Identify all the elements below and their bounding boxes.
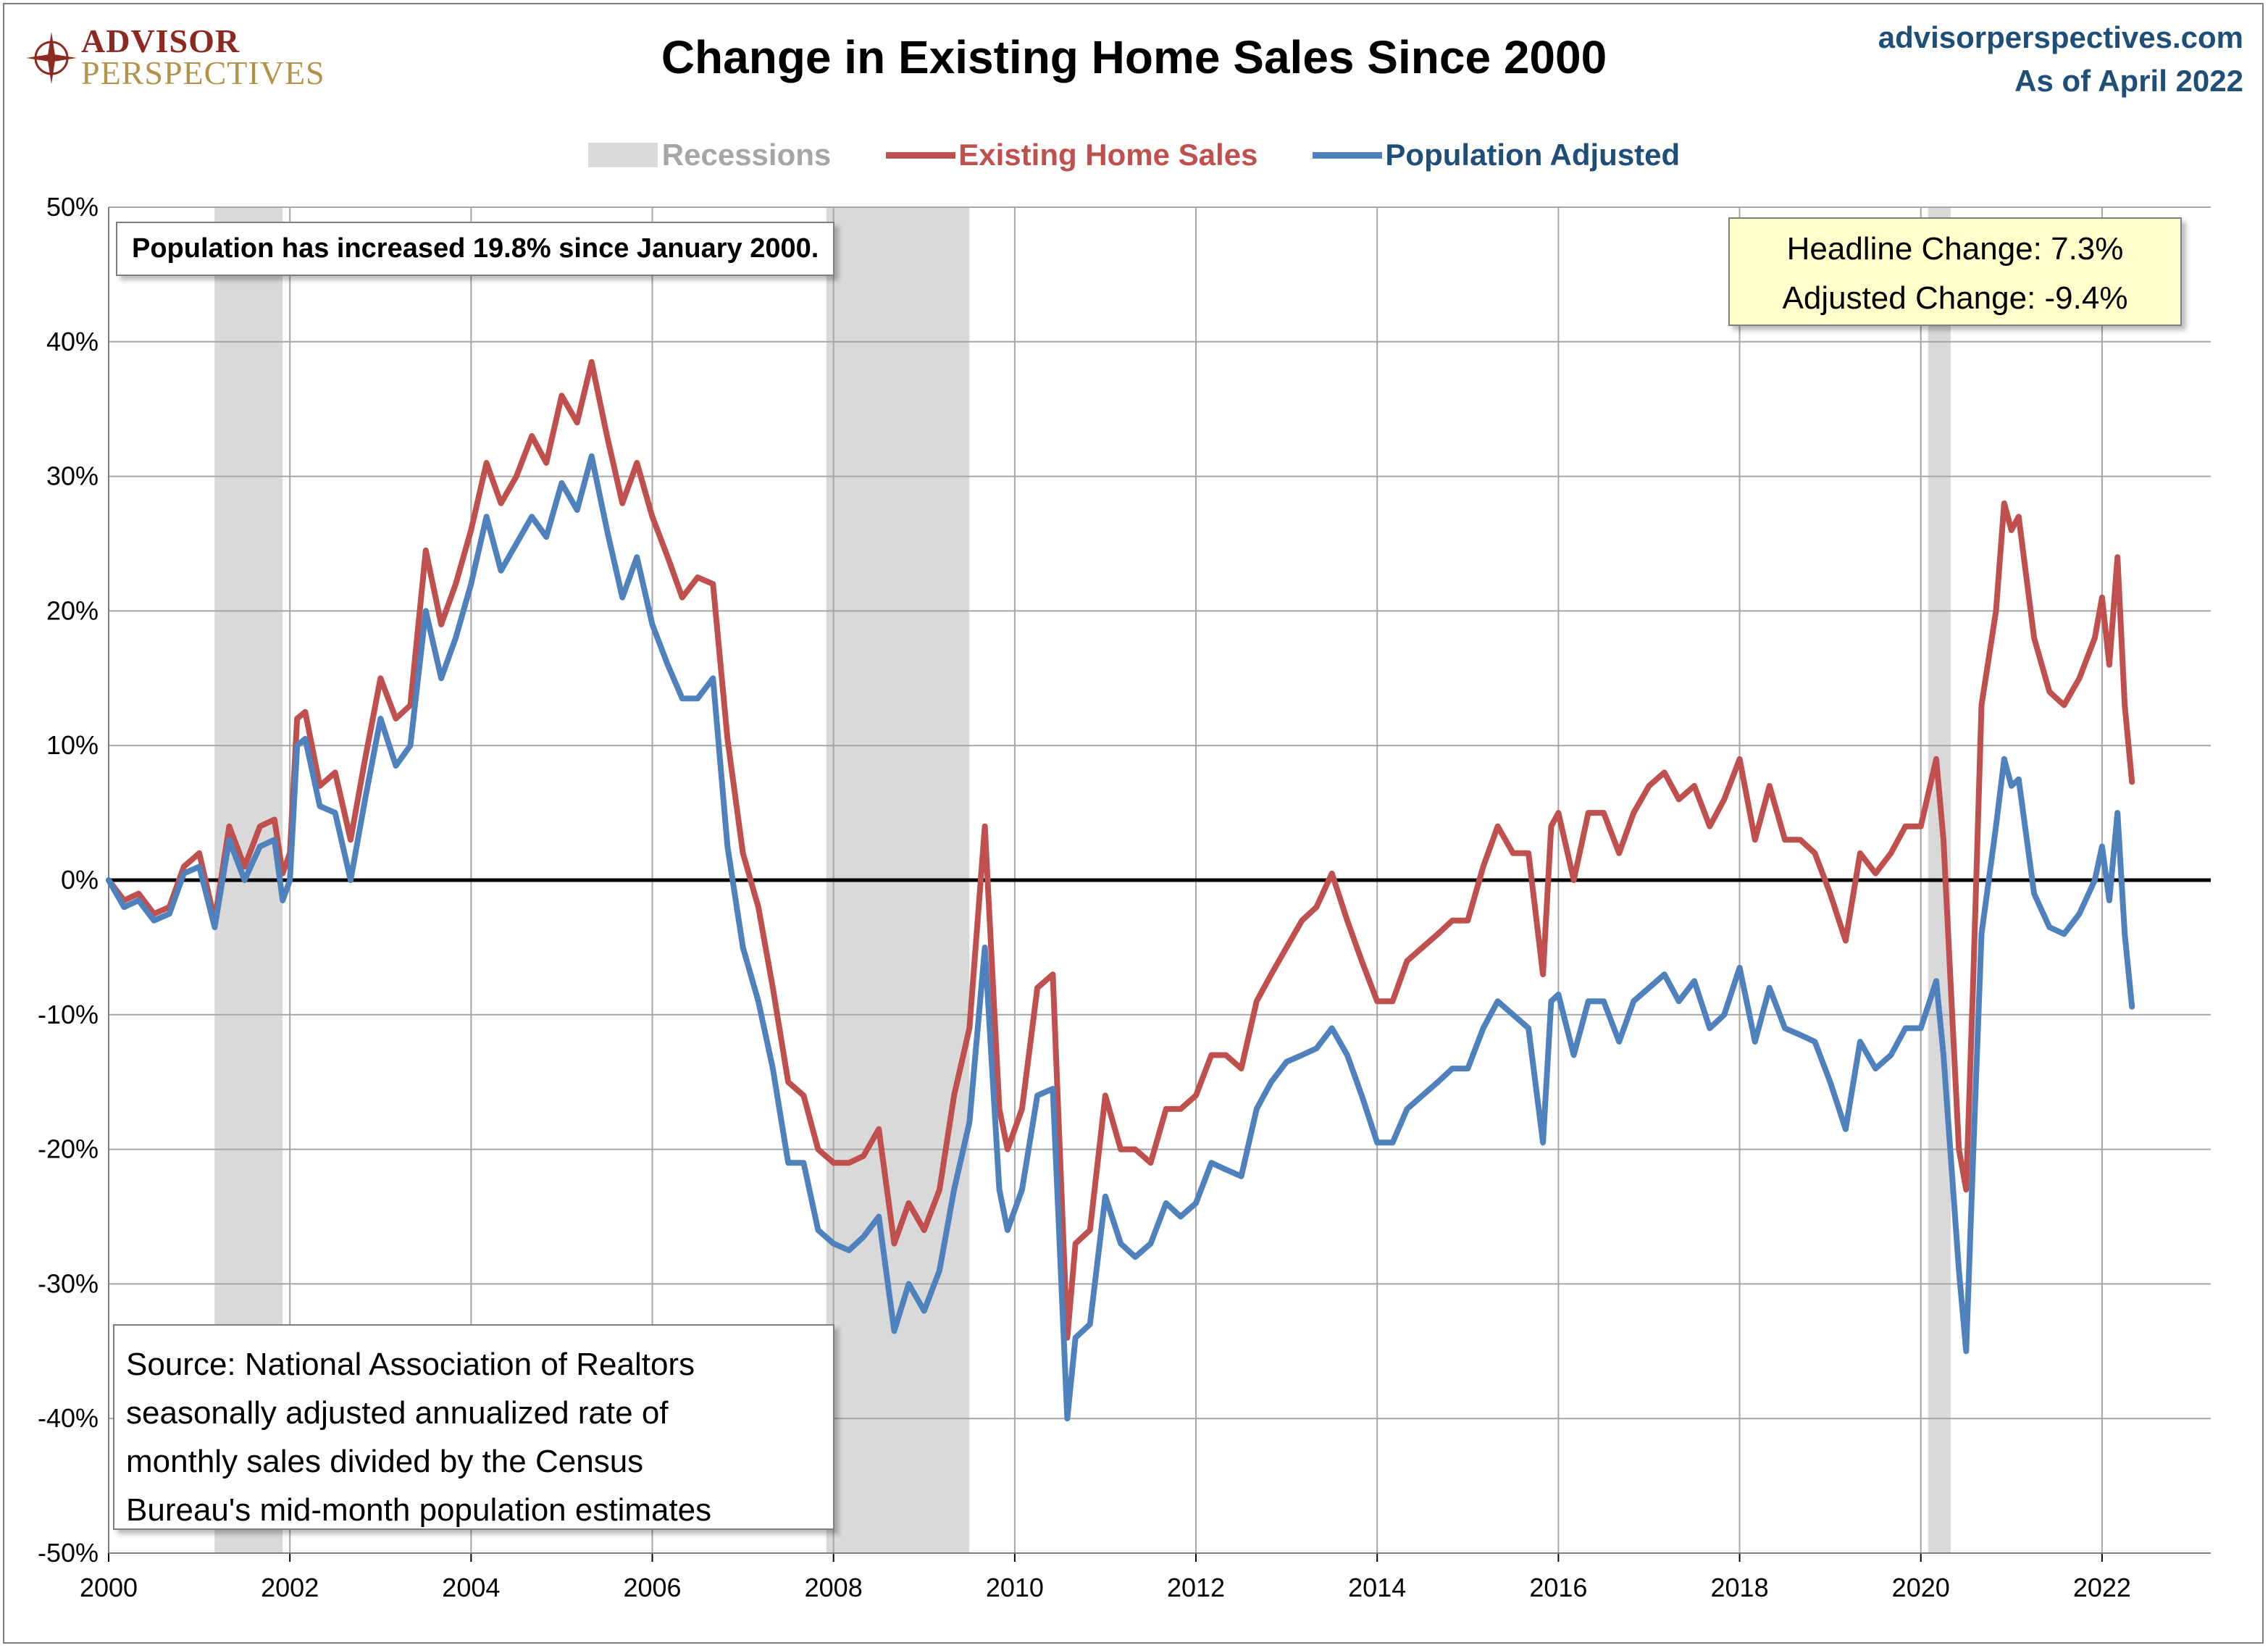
legend-label-existing: Existing Home Sales bbox=[958, 138, 1258, 172]
legend: Recessions Existing Home Sales Populatio… bbox=[0, 135, 2268, 175]
y-tick-label: 50% bbox=[46, 192, 99, 222]
y-tick-label: -30% bbox=[38, 1268, 99, 1298]
legend-item-existing: Existing Home Sales bbox=[886, 138, 1258, 172]
advisor-perspectives-logo: ADVISOR PERSPECTIVES bbox=[26, 22, 330, 94]
y-tick-label: -50% bbox=[38, 1538, 99, 1568]
legend-item-adjusted: Population Adjusted bbox=[1313, 138, 1680, 172]
x-tick-label: 2012 bbox=[1167, 1573, 1225, 1602]
legend-label-adjusted: Population Adjusted bbox=[1385, 138, 1681, 172]
source-line-4: Bureau's mid-month population estimates bbox=[126, 1492, 712, 1528]
y-tick-label: 20% bbox=[46, 595, 99, 625]
series-line-existing-home-sales bbox=[106, 359, 2135, 1341]
compass-icon bbox=[26, 32, 77, 84]
y-tick-label: 40% bbox=[46, 327, 99, 356]
x-tick-label: 2008 bbox=[805, 1573, 863, 1602]
x-tick-label: 2006 bbox=[623, 1573, 681, 1602]
chart-title: Change in Existing Home Sales Since 2000 bbox=[661, 31, 1607, 83]
legend-swatch-existing bbox=[886, 151, 956, 159]
y-tick-label: -20% bbox=[38, 1134, 99, 1164]
x-tick-label: 2016 bbox=[1529, 1573, 1587, 1602]
y-tick-label: 30% bbox=[46, 461, 99, 491]
x-tick-label: 2010 bbox=[986, 1573, 1044, 1602]
source-line-2: seasonally adjusted annualized rate of bbox=[126, 1395, 669, 1431]
x-tick-label: 2022 bbox=[2073, 1573, 2131, 1602]
x-tick-label: 2004 bbox=[442, 1573, 500, 1602]
change-summary-box: Headline Change: 7.3% Adjusted Change: -… bbox=[1728, 217, 2182, 326]
x-tick-label: 2014 bbox=[1348, 1573, 1406, 1602]
adjusted-change: Adjusted Change: -9.4% bbox=[1782, 280, 2128, 316]
y-tick-label: -40% bbox=[38, 1403, 99, 1433]
site-info: advisorperspectives.com As of April 2022 bbox=[1878, 16, 2243, 103]
population-note: Population has increased 19.8% since Jan… bbox=[116, 222, 835, 276]
x-tick-label: 2020 bbox=[1892, 1573, 1950, 1602]
source-line-1: Source: National Association of Realtors bbox=[126, 1347, 695, 1382]
logo-advisor: ADVISOR bbox=[81, 22, 240, 59]
x-tick-label: 2002 bbox=[261, 1573, 319, 1602]
y-tick-label: 10% bbox=[46, 730, 99, 760]
x-tick-label: 2018 bbox=[1711, 1573, 1769, 1602]
legend-swatch-recessions bbox=[587, 143, 658, 167]
series-line-population-adjusted bbox=[106, 453, 2135, 1422]
y-tick-label: -10% bbox=[38, 1000, 99, 1029]
site-url[interactable]: advisorperspectives.com bbox=[1878, 20, 2243, 54]
x-tick-label: 2000 bbox=[80, 1573, 138, 1602]
headline-change: Headline Change: 7.3% bbox=[1786, 231, 2124, 267]
legend-swatch-adjusted bbox=[1313, 151, 1383, 159]
source-note: Source: National Association of Realtors… bbox=[113, 1324, 834, 1530]
y-tick-label: 0% bbox=[61, 865, 99, 895]
tick-labels: 50% 40% 30% 20% 10% 0% -10% -20% -30% -40% -50% 200… bbox=[38, 192, 2131, 1602]
legend-item-recessions: Recessions bbox=[587, 138, 832, 172]
source-line-3: monthly sales divided by the Census bbox=[126, 1444, 644, 1479]
series-lines bbox=[106, 359, 2135, 1422]
legend-label-recessions: Recessions bbox=[661, 138, 832, 172]
as-of-date: As of April 2022 bbox=[2014, 64, 2243, 98]
logo-perspectives: PERSPECTIVES bbox=[81, 54, 325, 91]
